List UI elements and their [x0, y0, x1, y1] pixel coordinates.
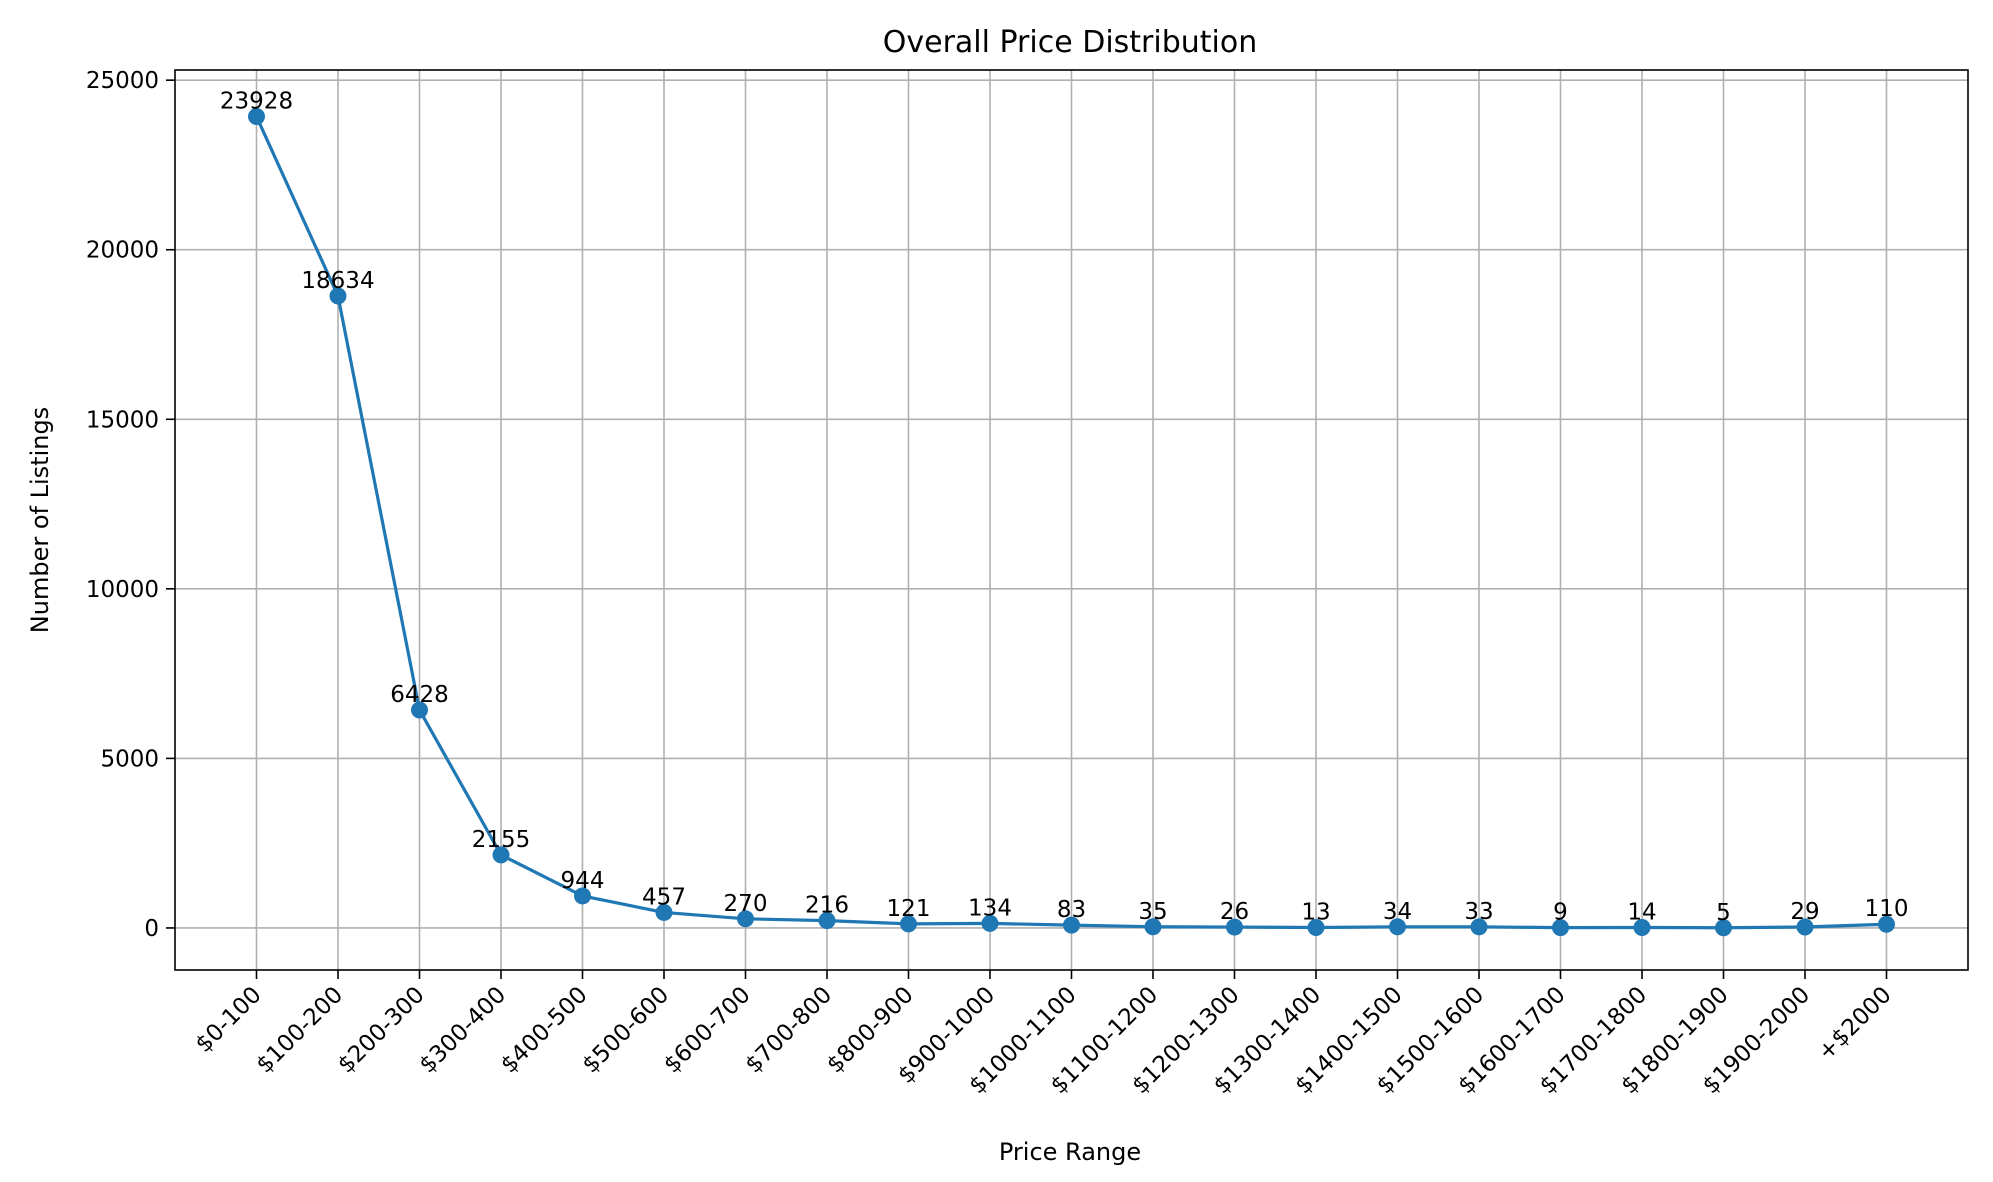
data-label: 270: [724, 891, 768, 917]
data-point: [655, 903, 673, 921]
data-point: [1063, 916, 1080, 934]
data-point: [900, 915, 917, 933]
data-label: 29: [1790, 899, 1819, 925]
data-point: [1796, 918, 1814, 936]
data-point: [981, 914, 999, 932]
y-tick-label: 5000: [100, 746, 159, 772]
data-point: [411, 701, 428, 719]
data-point: [1878, 915, 1895, 933]
y-axis-title: Number of Listings: [26, 407, 54, 633]
data-label: 121: [887, 896, 931, 922]
data-point: [737, 910, 754, 928]
data-label: 18634: [301, 268, 374, 294]
y-tick-label: 0: [144, 916, 159, 942]
data-point: [248, 108, 265, 126]
data-label: 457: [642, 884, 686, 910]
y-tick-label: 20000: [86, 238, 159, 264]
data-point: [1552, 919, 1569, 937]
data-point: [1307, 919, 1325, 937]
data-label: 23928: [220, 89, 293, 115]
data-label: 26: [1220, 899, 1249, 925]
data-label: 13: [1301, 900, 1330, 926]
chart-title: Overall Price Distribution: [883, 25, 1258, 60]
data-point: [1470, 918, 1488, 936]
y-tick-label: 15000: [86, 407, 159, 433]
data-label: 14: [1627, 899, 1656, 925]
data-point: [492, 846, 510, 864]
data-point: [1633, 918, 1651, 936]
data-label: 9: [1553, 900, 1568, 926]
data-label: 5: [1716, 900, 1731, 926]
data-point: [329, 287, 347, 305]
y-tick-label: 10000: [86, 577, 159, 603]
data-label: 83: [1057, 897, 1086, 923]
data-label-layer: 23928 18634 6428 2155 944 457 270 216 121 134 83 35…: [220, 89, 1909, 926]
data-point: [1389, 918, 1406, 936]
data-label: 110: [1865, 896, 1909, 922]
data-label: 944: [561, 868, 605, 894]
data-point: [1226, 918, 1243, 936]
data-point: [574, 887, 591, 905]
series-layer: [248, 108, 1895, 937]
x-axis-title: Price Range: [999, 1138, 1141, 1166]
data-point: [1715, 919, 1732, 937]
data-point: [1144, 918, 1162, 936]
data-label: 35: [1138, 899, 1167, 925]
data-label: 216: [805, 893, 849, 919]
y-tick-label: 25000: [86, 68, 159, 94]
data-label: 34: [1383, 899, 1412, 925]
data-label: 6428: [390, 682, 449, 708]
data-label: 134: [968, 895, 1012, 921]
data-label: 33: [1464, 899, 1493, 925]
data-label: 2155: [472, 827, 531, 853]
data-point: [818, 912, 836, 930]
